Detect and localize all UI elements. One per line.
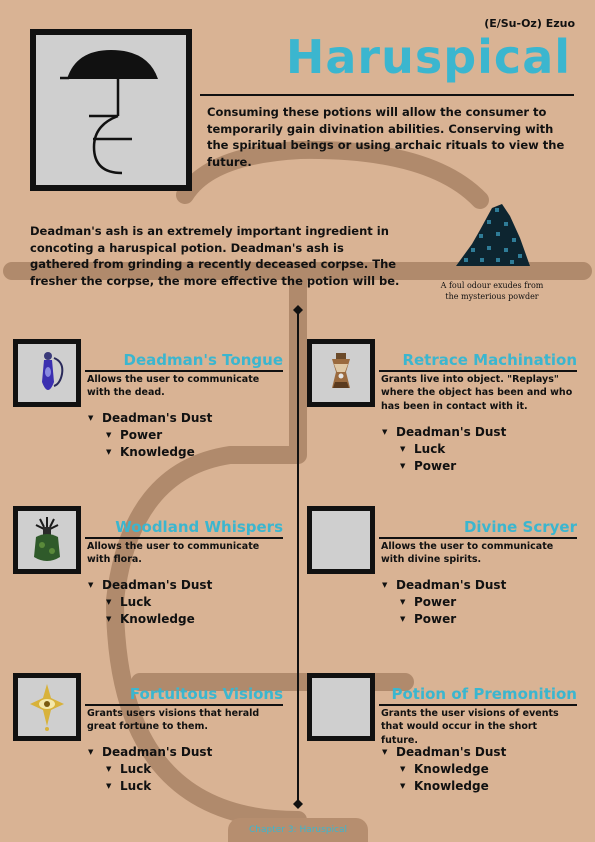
bullet-arrow-icon: ▼ xyxy=(106,598,112,606)
bullet-arrow-icon: ▼ xyxy=(88,414,94,422)
bullet-arrow-icon: ▼ xyxy=(106,448,112,456)
blue-vial-icon xyxy=(42,352,64,390)
bullet-arrow-icon: ▼ xyxy=(382,748,388,756)
property-item: ▼ Luck xyxy=(106,762,152,776)
hourglass-flask-icon xyxy=(332,353,350,388)
bullet-arrow-icon: ▼ xyxy=(106,615,112,623)
ingredient-item: ▼ Deadman's Dust xyxy=(382,745,507,759)
property-item: ▼ Knowledge xyxy=(106,612,195,626)
potion-image-placeholder xyxy=(307,673,375,741)
potion-image xyxy=(13,673,81,741)
ingredient-list: ▼ Deadman's Dust ▼ Luck ▼ Luck xyxy=(88,744,212,795)
bullet-arrow-icon: ▼ xyxy=(106,431,112,439)
potion-divider xyxy=(379,537,577,539)
potion-description: Allows the user to communicate with divi… xyxy=(381,541,554,566)
potion-name: Retrace Machination xyxy=(402,351,577,369)
potion-name: Fortuitous Visions xyxy=(129,685,283,703)
ingredient-item: ▼ Deadman's Dust xyxy=(382,425,507,439)
potion-description: Allows the user to communicate with the … xyxy=(87,374,260,399)
ingredient-list: ▼ Deadman's Dust ▼ Power ▼ Power xyxy=(382,577,506,628)
header-tag: (E/Su-Oz) Ezuo xyxy=(484,17,575,30)
potion-card-divine-scryer: Divine Scryer Allows the user to communi… xyxy=(307,506,577,636)
bullet-arrow-icon: ▼ xyxy=(382,428,388,436)
potion-divider xyxy=(379,370,577,372)
haruspical-rune-icon xyxy=(60,50,158,175)
bullet-arrow-icon: ▼ xyxy=(400,765,406,773)
bullet-arrow-icon: ▼ xyxy=(400,615,406,623)
chapter-footer: Chapter 3: Haruspical xyxy=(228,818,368,842)
property-item: ▼ Knowledge xyxy=(106,445,195,459)
ingredient-list: ▼ Deadman's Dust ▼ Power ▼ Knowledge xyxy=(88,410,212,461)
potion-description: Grants live into object. "Replays" where… xyxy=(381,374,573,412)
ingredient-item: ▼ Deadman's Dust xyxy=(88,745,213,759)
potion-card-retrace-machination: Retrace Machination Grants live into obj… xyxy=(307,339,577,473)
potion-name: Woodland Whispers xyxy=(115,518,283,536)
property-item: ▼ Power xyxy=(400,612,457,626)
potion-divider xyxy=(85,370,283,372)
ingredient-item: ▼ Deadman's Dust xyxy=(382,578,507,592)
potion-description: Allows the user to communicate with flor… xyxy=(87,541,260,566)
ingredient-item: ▼ Deadman's Dust xyxy=(88,578,213,592)
potion-divider xyxy=(85,537,283,539)
ash-pile-image xyxy=(456,204,530,266)
potion-name: Deadman's Tongue xyxy=(123,351,283,369)
intro-text: Consuming these potions will allow the c… xyxy=(207,105,565,170)
rune-logo xyxy=(30,29,192,191)
potion-card-deadmans-tongue: Deadman's Tongue Allows the user to comm… xyxy=(13,339,283,469)
potion-name: Potion of Premonition xyxy=(391,685,578,703)
green-bottle-icon xyxy=(34,517,60,561)
ingredient-list: ▼ Deadman's Dust ▼ Luck ▼ Power xyxy=(382,424,506,475)
title-divider xyxy=(200,94,574,96)
bullet-arrow-icon: ▼ xyxy=(106,782,112,790)
potion-name: Divine Scryer xyxy=(463,518,577,536)
potion-image xyxy=(307,339,375,407)
potion-divider xyxy=(85,704,283,706)
ash-caption: A foul odour exudes from the mysterious … xyxy=(440,281,544,301)
potion-description: Grants users visions that herald great f… xyxy=(87,708,260,733)
ash-description: Deadman's ash is an extremely important … xyxy=(30,224,400,289)
potion-image-placeholder xyxy=(307,506,375,574)
bullet-arrow-icon: ▼ xyxy=(88,581,94,589)
bullet-arrow-icon: ▼ xyxy=(106,765,112,773)
potion-card-potion-of-premonition: Potion of Premonition Grants the user vi… xyxy=(307,673,577,803)
property-item: ▼ Power xyxy=(400,595,457,609)
property-item: ▼ Knowledge xyxy=(400,762,489,776)
potion-divider xyxy=(379,704,577,706)
property-item: ▼ Luck xyxy=(400,442,446,456)
bullet-arrow-icon: ▼ xyxy=(88,748,94,756)
potion-image xyxy=(13,339,81,407)
bullet-arrow-icon: ▼ xyxy=(400,445,406,453)
ingredient-item: ▼ Deadman's Dust xyxy=(88,411,213,425)
property-item: ▼ Knowledge xyxy=(400,779,489,793)
potion-description: Grants the user visions of events that w… xyxy=(381,708,559,746)
property-item: ▼ Luck xyxy=(106,779,152,793)
ingredient-list: ▼ Deadman's Dust ▼ Knowledge ▼ Knowledge xyxy=(382,744,506,795)
bullet-arrow-icon: ▼ xyxy=(400,462,406,470)
page-title: Haruspical xyxy=(285,30,571,84)
property-item: ▼ Power xyxy=(106,428,163,442)
bullet-arrow-icon: ▼ xyxy=(382,581,388,589)
bullet-arrow-icon: ▼ xyxy=(400,598,406,606)
bullet-arrow-icon: ▼ xyxy=(400,782,406,790)
property-item: ▼ Power xyxy=(400,459,457,473)
property-item: ▼ Luck xyxy=(106,595,152,609)
potion-image xyxy=(13,506,81,574)
potion-card-woodland-whispers: Woodland Whispers Allows the user to com… xyxy=(13,506,283,636)
golden-eye-amulet-icon xyxy=(30,684,64,731)
potion-card-fortuitous-visions: Fortuitous Visions Grants users visions … xyxy=(13,673,283,803)
ingredient-list: ▼ Deadman's Dust ▼ Luck ▼ Knowledge xyxy=(88,577,212,628)
